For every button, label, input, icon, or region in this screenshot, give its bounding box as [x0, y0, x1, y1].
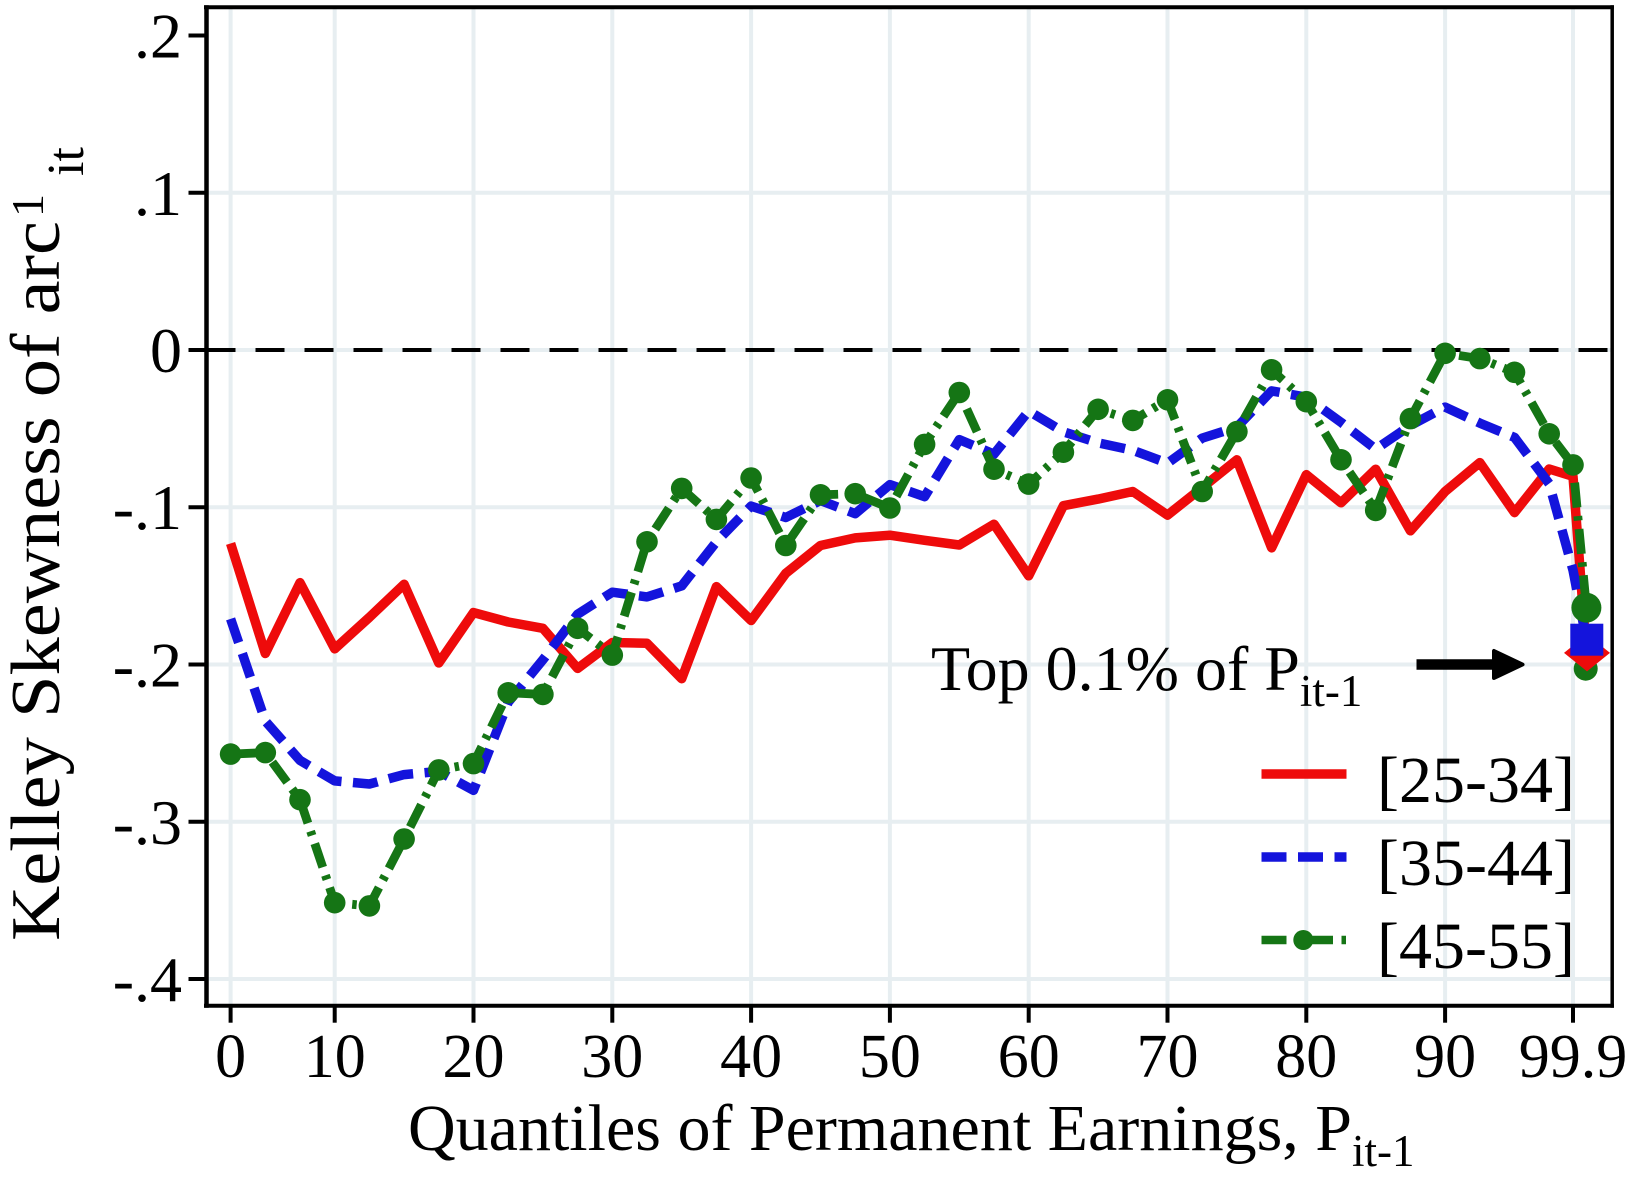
svg-text:90: 90 — [1414, 1023, 1476, 1091]
svg-text:[35-44]: [35-44] — [1377, 827, 1575, 900]
svg-text:[25-34]: [25-34] — [1377, 744, 1575, 817]
svg-text:30: 30 — [581, 1023, 643, 1091]
svg-text:50: 50 — [859, 1023, 921, 1091]
svg-text:-.2: -.2 — [113, 630, 182, 701]
svg-text:Top 0.1% of Pit-1: Top 0.1% of Pit-1 — [931, 633, 1362, 716]
svg-text:0: 0 — [150, 315, 182, 386]
svg-text:80: 80 — [1275, 1023, 1337, 1091]
svg-text:70: 70 — [1137, 1023, 1199, 1091]
svg-text:Kelley Skewness of arc1it: Kelley Skewness of arc1it — [0, 147, 95, 941]
svg-text:.2: .2 — [134, 1, 182, 72]
svg-text:-.1: -.1 — [113, 472, 182, 543]
svg-text:[45-55]: [45-55] — [1377, 910, 1575, 983]
svg-text:-.4: -.4 — [113, 944, 182, 1015]
svg-text:99.9: 99.9 — [1519, 1023, 1628, 1091]
svg-text:Quantiles of Permanent Earning: Quantiles of Permanent Earnings, Pit-1 — [408, 1092, 1414, 1176]
svg-text:-.3: -.3 — [113, 787, 182, 858]
svg-text:40: 40 — [720, 1023, 782, 1091]
svg-text:10: 10 — [304, 1023, 366, 1091]
svg-text:0: 0 — [215, 1023, 246, 1091]
svg-text:.1: .1 — [134, 158, 182, 229]
svg-text:20: 20 — [443, 1023, 505, 1091]
svg-text:60: 60 — [998, 1023, 1060, 1091]
